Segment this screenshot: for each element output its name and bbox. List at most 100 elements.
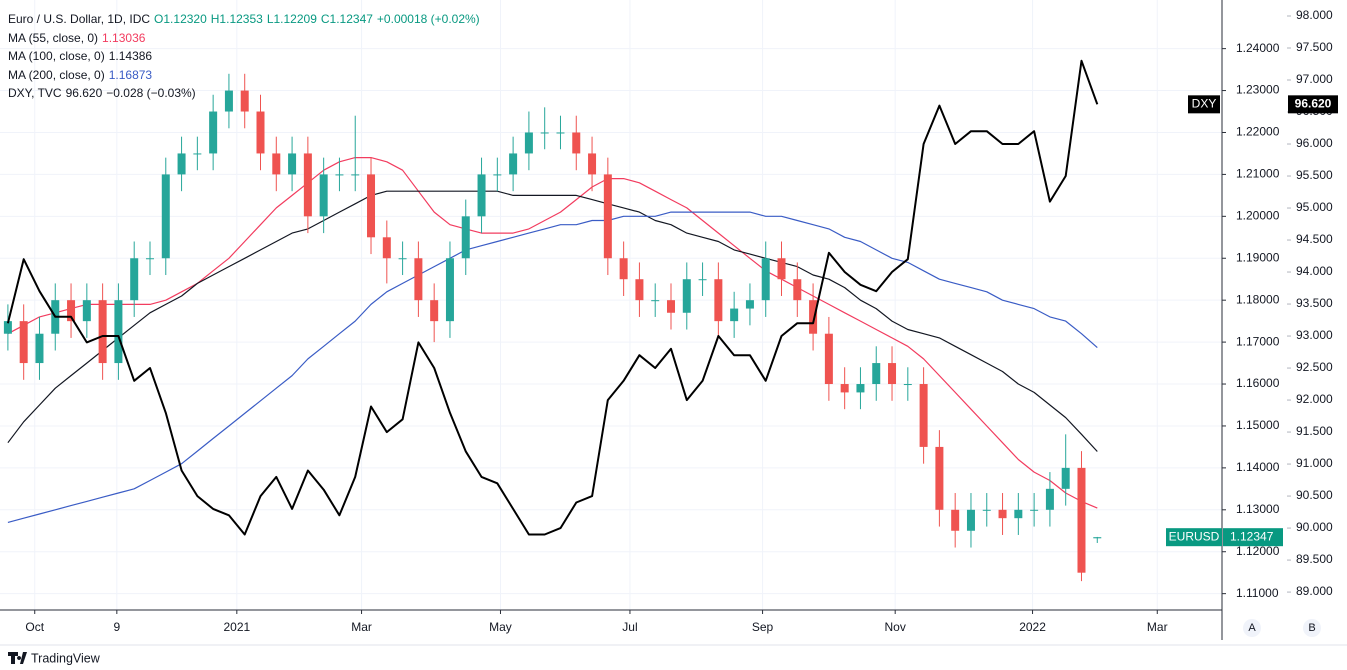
y-tick-label: 1.11000 xyxy=(1236,586,1279,600)
candle-body xyxy=(303,153,312,217)
candle-body xyxy=(130,258,139,301)
y-tick-label: 1.15000 xyxy=(1236,418,1280,432)
brand: TradingView xyxy=(31,651,101,665)
legend-header: Euro / U.S. Dollar, 1D, IDC O1.12320 H1.12… xyxy=(8,10,488,29)
ohlc-value: O1.12320 xyxy=(154,12,207,26)
y2-tick-label: 97.000 xyxy=(1296,72,1333,86)
legend-row: MA (200, close, 0) 1.16873 xyxy=(8,66,488,85)
legend-name: MA (200, close, 0) xyxy=(8,67,105,82)
candle-body xyxy=(272,153,281,175)
ohlc-value: C1.12347 xyxy=(320,12,373,26)
ma-line xyxy=(7,157,1098,509)
candle-body xyxy=(903,384,912,386)
candle-body xyxy=(635,279,644,301)
y2-tick-label: 89.500 xyxy=(1296,552,1333,566)
candle-body xyxy=(840,384,849,393)
y-tick-label: 1.12000 xyxy=(1236,544,1280,558)
candle-body xyxy=(556,132,565,134)
symbol-title: Euro / U.S. Dollar, 1D, IDC xyxy=(8,12,151,26)
candle-body xyxy=(256,111,265,154)
candle-body xyxy=(761,258,770,301)
y2-tick-label: 89.000 xyxy=(1296,584,1333,598)
badge-name: EURUSD xyxy=(1169,529,1220,543)
candle-body xyxy=(540,132,549,134)
ohlc-value: L1.12209 xyxy=(266,12,317,26)
candle-body xyxy=(966,509,975,531)
candle-body xyxy=(161,174,170,259)
badge-name: DXY xyxy=(1192,97,1217,111)
brand-logo: TradingView xyxy=(8,651,101,665)
candle-body xyxy=(651,300,660,302)
candle-body xyxy=(461,216,470,259)
y2-tick-label: 94.500 xyxy=(1296,232,1333,246)
candle-body xyxy=(745,300,754,309)
candle-body xyxy=(714,279,723,322)
badge-box xyxy=(1188,95,1220,114)
badge-value: 96.620 xyxy=(1295,97,1332,111)
legend-name: MA (100, close, 0) xyxy=(8,49,105,63)
candle-body xyxy=(682,279,691,313)
candle-body xyxy=(351,174,360,176)
y-tick-label: 1.20000 xyxy=(1236,209,1280,223)
candle-body xyxy=(193,153,202,155)
y-tick-label: 1.16000 xyxy=(1236,376,1280,390)
x-tick-label: Sep xyxy=(752,620,774,634)
x-tick-label: Mar xyxy=(1147,620,1168,634)
y-tick-label: 1.24000 xyxy=(1236,41,1280,55)
y-tick-label: 1.23000 xyxy=(1236,83,1280,97)
badge-value-box xyxy=(1288,95,1338,114)
candle-body xyxy=(1061,467,1070,489)
candle-body xyxy=(619,258,628,280)
candle-body xyxy=(730,308,739,322)
x-tick-label: Mar xyxy=(351,620,372,634)
dxy-badge: DXY 96.620 xyxy=(1188,95,1338,114)
candle-body xyxy=(382,237,391,259)
candle-body xyxy=(951,509,960,531)
candle-body xyxy=(666,300,675,313)
candle-body xyxy=(793,279,802,301)
button-circle xyxy=(1303,619,1321,637)
badge-box xyxy=(1166,528,1222,547)
candle-body xyxy=(919,384,928,447)
y2-tick-label: 96.000 xyxy=(1296,136,1333,150)
scale-button[interactable]: B xyxy=(1303,619,1321,637)
x-tick-label: 9 xyxy=(113,620,120,634)
candle-body xyxy=(367,174,376,238)
candle-body xyxy=(177,153,186,175)
logo-icon xyxy=(8,652,27,664)
candle-body xyxy=(35,333,44,364)
ohlc: O1.12320 H1.12353 L1.12209 C1.12347 +0.00018… xyxy=(154,12,484,26)
candle-body xyxy=(872,363,881,385)
dxy-line xyxy=(6,59,1099,536)
candle-body xyxy=(509,153,518,175)
y2-tick-label: 91.500 xyxy=(1296,424,1333,438)
candle-body xyxy=(145,258,154,260)
candle-body xyxy=(493,174,502,176)
candle-body xyxy=(982,509,991,511)
candle-body xyxy=(588,153,597,175)
candle-body xyxy=(1093,537,1102,539)
legend-value: 96.620 xyxy=(65,86,103,100)
legend-value: 1.13036 xyxy=(102,30,146,45)
y-tick-label: 1.19000 xyxy=(1236,250,1280,264)
candle-body xyxy=(98,300,107,364)
x-tick-label: Jul xyxy=(622,620,637,634)
candle-body xyxy=(935,446,944,510)
candle-body xyxy=(698,279,707,281)
candle-body xyxy=(240,90,249,112)
y-tick-label: 1.22000 xyxy=(1236,125,1280,139)
candle-body xyxy=(209,111,218,154)
y2-tick-label: 94.000 xyxy=(1296,264,1333,278)
candle-body xyxy=(3,321,12,334)
candle-body xyxy=(67,300,76,322)
x-tick-label: Nov xyxy=(885,620,906,634)
candle-body xyxy=(572,132,581,154)
scale-button[interactable]: A xyxy=(1243,619,1261,637)
candle-body xyxy=(19,321,28,364)
y2-tick-label: 95.000 xyxy=(1296,200,1333,214)
price-badge: EURUSD 1.12347 xyxy=(1166,528,1283,547)
y-tick-label: 1.17000 xyxy=(1236,334,1280,348)
legend-name: MA (55, close, 0) xyxy=(8,30,99,45)
